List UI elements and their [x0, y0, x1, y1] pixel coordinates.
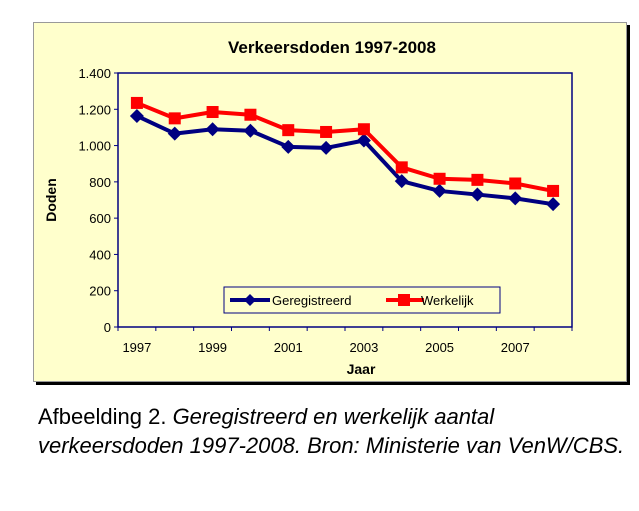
- legend-box: [223, 286, 501, 314]
- data-point-geregistreerd: [546, 197, 561, 212]
- x-tick-label: 1997: [122, 340, 151, 355]
- legend-diamond-icon: [244, 294, 256, 306]
- data-point-werkelijk: [357, 123, 370, 136]
- data-point-werkelijk: [395, 161, 408, 174]
- data-point-werkelijk: [433, 172, 446, 185]
- chart-title: Verkeersdoden 1997-2008: [228, 38, 436, 57]
- x-tick-label: 2001: [274, 340, 303, 355]
- y-tick-label: 400: [89, 247, 111, 262]
- data-point-geregistreerd: [319, 140, 334, 155]
- data-point-werkelijk: [471, 173, 484, 186]
- legend-label-werkelijk: Werkelijk: [421, 293, 474, 308]
- data-point-geregistreerd: [394, 174, 409, 189]
- data-point-geregistreerd: [470, 187, 485, 202]
- y-tick-label: 1.000: [78, 139, 111, 154]
- data-point-geregistreerd: [167, 126, 182, 141]
- plot-area: [117, 72, 573, 328]
- data-point-werkelijk: [320, 125, 333, 138]
- y-tick-label: 800: [89, 175, 111, 190]
- x-tick-label: 2007: [501, 340, 530, 355]
- y-tick-label: 1.400: [78, 66, 111, 81]
- data-point-geregistreerd: [129, 108, 144, 123]
- data-point-werkelijk: [282, 124, 295, 137]
- data-point-werkelijk: [206, 106, 219, 119]
- legend-square-icon: [398, 294, 410, 306]
- x-tick-label: 2003: [349, 340, 378, 355]
- y-tick-label: 0: [104, 320, 111, 335]
- data-point-werkelijk: [130, 96, 143, 109]
- y-tick-label: 1.200: [78, 102, 111, 117]
- data-point-geregistreerd: [356, 133, 371, 148]
- data-point-geregistreerd: [432, 183, 447, 198]
- data-point-geregistreerd: [508, 191, 523, 206]
- x-axis-label: Jaar: [347, 361, 376, 377]
- series-line-werkelijk: [136, 101, 554, 193]
- y-tick-label: 600: [89, 211, 111, 226]
- data-point-geregistreerd: [205, 122, 220, 137]
- data-point-werkelijk: [547, 184, 560, 197]
- data-point-werkelijk: [509, 177, 522, 190]
- x-tick-label: 2005: [425, 340, 454, 355]
- figure-caption: Afbeelding 2. Geregistreerd en werkelijk…: [38, 402, 628, 460]
- caption-text: Geregistreerd en werkelijk aantal verkee…: [38, 404, 625, 458]
- y-tick-label: 200: [89, 284, 111, 299]
- legend: Geregistreerd Werkelijk: [223, 286, 501, 314]
- x-tick-label: 1999: [198, 340, 227, 355]
- data-point-geregistreerd: [243, 123, 258, 138]
- line-chart: Verkeersdoden 1997-2008 Doden Jaar 0 200 4…: [43, 38, 573, 377]
- legend-label-geregistreerd: Geregistreerd: [272, 293, 351, 308]
- caption-label: Afbeelding 2.: [38, 404, 167, 429]
- data-point-werkelijk: [168, 112, 181, 125]
- data-point-werkelijk: [244, 108, 257, 121]
- data-point-geregistreerd: [281, 139, 296, 154]
- y-axis-label: Doden: [43, 178, 59, 222]
